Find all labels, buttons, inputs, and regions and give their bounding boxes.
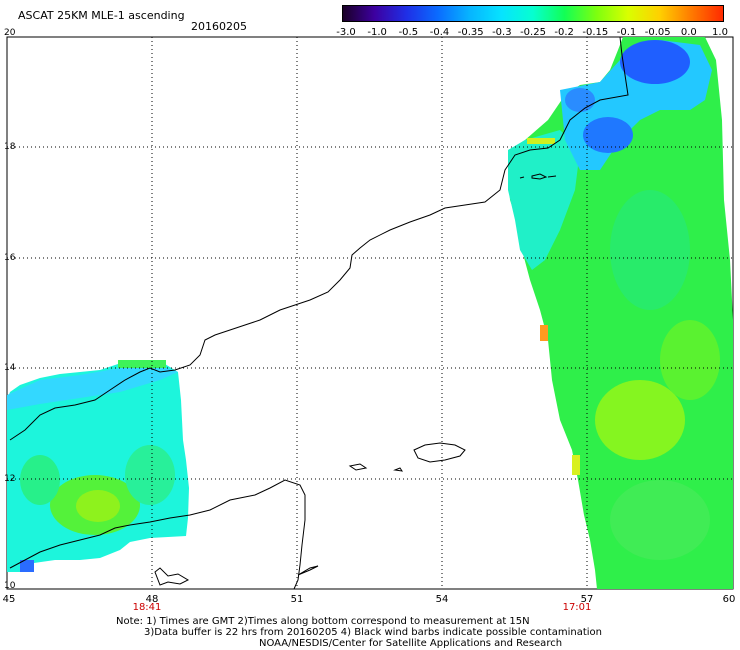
- gmt-time-east: 17:01: [562, 602, 592, 613]
- lat-label-16: 16: [4, 253, 16, 263]
- colorbar-label: -0.2: [554, 27, 574, 38]
- lon-label-60: 60: [722, 594, 736, 605]
- colorbar-label: -0.3: [492, 27, 512, 38]
- note-line-1: Note: 1) Times are GMT 2)Times along bot…: [116, 616, 530, 627]
- lat-label-10: 10: [4, 581, 16, 591]
- coastline: [9, 36, 629, 590]
- lat-label-12: 12: [4, 474, 16, 484]
- colorbar-label: -0.15: [582, 27, 609, 38]
- colorbar-label: -0.25: [520, 27, 546, 38]
- chart-date: 20160205: [191, 20, 247, 33]
- grid: [7, 37, 733, 589]
- lon-label-57: 57: [580, 594, 594, 605]
- colorbar-label: -0.35: [457, 27, 484, 38]
- colorbar-label: -0.1: [616, 27, 637, 38]
- note-line-3: NOAA/NESDIS/Center for Satellite Applica…: [259, 638, 563, 649]
- west-swath: [7, 360, 189, 572]
- colorbar-label: -3.0: [336, 27, 356, 38]
- colorbar-label: -0.05: [644, 27, 671, 38]
- east-swath: [508, 37, 733, 589]
- colorbar: [342, 5, 724, 22]
- colorbar-label: -0.4: [429, 27, 450, 38]
- colorbar-label: 0.0: [680, 27, 697, 38]
- lat-label-18: 18: [4, 142, 16, 152]
- lon-label-48: 48: [145, 594, 159, 605]
- lon-label-51: 51: [290, 594, 304, 605]
- lon-label-54: 54: [435, 594, 449, 605]
- lat-label-14: 14: [4, 363, 16, 373]
- colorbar-label: 1.0: [712, 27, 728, 38]
- colorbar-label: -1.0: [367, 27, 387, 38]
- chart-title: ASCAT 25KM MLE-1 ascending: [18, 9, 185, 22]
- lat-label-20: 20: [4, 28, 16, 38]
- gmt-time-west: 18:41: [132, 602, 162, 613]
- lon-label-45: 45: [2, 594, 16, 605]
- plot-frame: [6, 36, 734, 590]
- colorbar-label: -0.5: [398, 27, 419, 38]
- note-line-2: 3)Data buffer is 22 hrs from 20160205 4)…: [144, 627, 602, 638]
